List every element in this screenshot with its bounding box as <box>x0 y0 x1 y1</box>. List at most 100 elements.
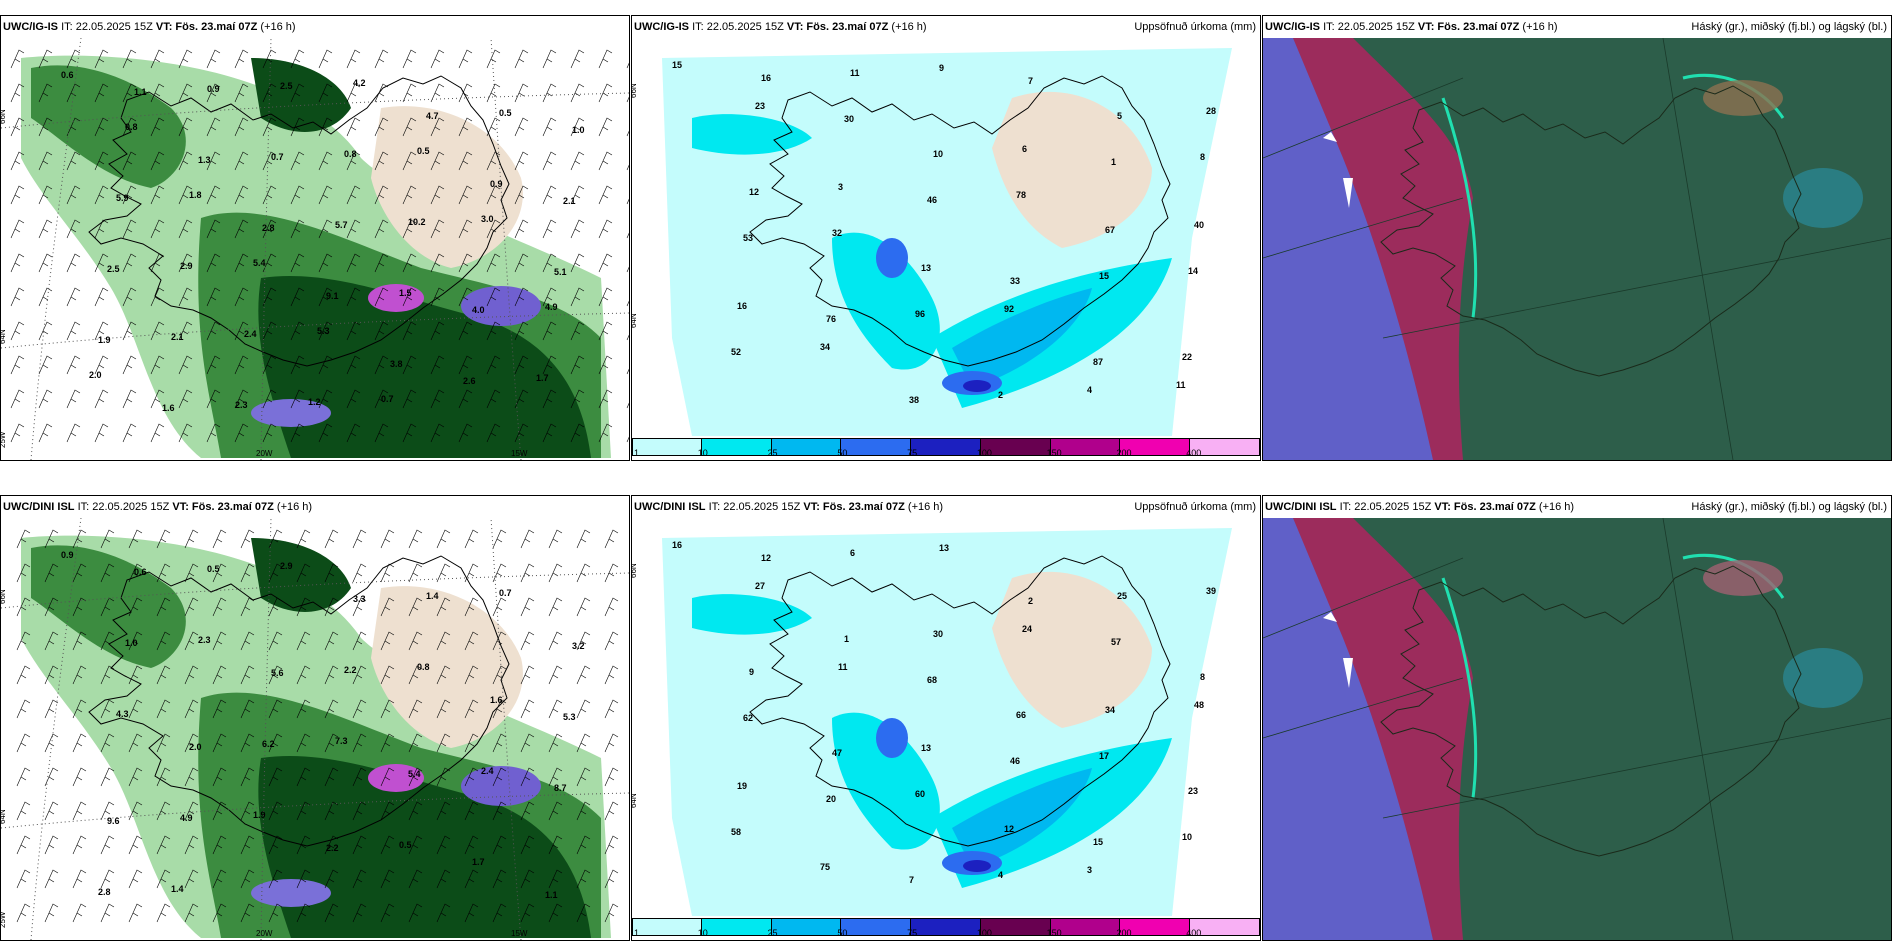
wind-barb <box>604 767 619 787</box>
wind-barb <box>380 733 395 753</box>
precip-value-label: 5.4 <box>408 769 421 779</box>
wind-barb <box>94 287 109 307</box>
wind-barb <box>240 699 255 719</box>
axis-label: 64N <box>1 809 7 824</box>
wind-barb <box>156 563 171 583</box>
precip-value-label: 1.0 <box>125 638 138 648</box>
wind-barb <box>598 185 613 205</box>
wind-barb <box>408 903 423 923</box>
precip-value-label: 0.6 <box>134 567 147 577</box>
wind-barb <box>212 903 227 923</box>
precip-value-label: 5.7 <box>335 220 348 230</box>
wind-barb <box>604 869 619 889</box>
wind-barb <box>374 185 389 205</box>
wind-barb <box>10 83 25 103</box>
wind-barb <box>324 665 339 685</box>
wind-barb <box>548 767 563 787</box>
wind-barb <box>206 83 221 103</box>
wind-barb <box>234 423 249 443</box>
wind-barb <box>542 185 557 205</box>
map-area: 66N 64N 25W 20W 15W 0.9 0.6 0.5 2.9 3.3 1.4 0.7 3.2 1… <box>1 518 629 940</box>
wind-barb <box>212 665 227 685</box>
precip-value-label: 2.0 <box>89 370 102 380</box>
wind-barb <box>430 219 445 239</box>
wind-barb <box>346 151 361 171</box>
precip-value-label: 27 <box>755 581 765 591</box>
precip-value-label: 12 <box>761 553 771 563</box>
wind-barb <box>374 253 389 273</box>
wind-barb <box>240 733 255 753</box>
wind-barb <box>408 529 423 549</box>
wind-barb <box>296 733 311 753</box>
wind-barb <box>570 389 585 409</box>
init-time: IT: 22.05.2025 15Z <box>77 501 170 513</box>
wind-barb <box>240 563 255 583</box>
wind-barb <box>570 151 585 171</box>
wind-barb <box>520 597 535 617</box>
wind-barb <box>458 185 473 205</box>
valid-time: VT: Fös. 23.maí 07Z <box>803 501 905 513</box>
wind-barb <box>296 903 311 923</box>
wind-barb <box>178 117 193 137</box>
lead-time: (+16 h) <box>907 501 944 513</box>
wind-barb <box>262 185 277 205</box>
colorbar-tick-label: 25 <box>767 928 778 938</box>
wind-barb <box>408 631 423 651</box>
wind-barb <box>94 389 109 409</box>
precip-heavy <box>251 58 351 132</box>
panel-4-wind-precip: UWC/DINI ISL IT: 22.05.2025 15Z VT: Fös.… <box>0 495 630 941</box>
wind-barb <box>16 869 31 889</box>
precip-value-label: 5.3 <box>317 326 330 336</box>
wind-barb <box>402 83 417 103</box>
wind-barb <box>72 529 87 549</box>
wind-barb <box>94 355 109 375</box>
wind-barb <box>604 665 619 685</box>
wind-barb <box>542 117 557 137</box>
cloud-patch <box>1783 168 1863 228</box>
wind-barb <box>184 631 199 651</box>
coastline <box>749 75 1171 367</box>
wind-barb <box>514 117 529 137</box>
wind-barb <box>212 699 227 719</box>
precip-value-label: 2.9 <box>280 561 293 571</box>
wind-barb <box>290 321 305 341</box>
colorbar-tick-label: 100 <box>976 928 992 938</box>
wind-barb <box>262 389 277 409</box>
wind-barb <box>206 287 221 307</box>
wind-barb <box>380 563 395 583</box>
wind-barb <box>430 355 445 375</box>
dry-land <box>992 91 1152 248</box>
precip-value-label: 5 <box>1117 111 1122 121</box>
lead-time: (+16 h) <box>1538 501 1575 513</box>
wind-barb <box>464 665 479 685</box>
wind-barb <box>346 253 361 273</box>
wind-barb <box>268 665 283 685</box>
colorbar-tick-label: 75 <box>907 928 918 938</box>
wind-barb <box>352 597 367 617</box>
wind-barb <box>262 287 277 307</box>
precip-value-label: 39 <box>1206 586 1216 596</box>
panel-1-wind-precip: UWC/IG-IS IT: 22.05.2025 15Z VT: Fös. 23… <box>0 15 630 461</box>
panel-title: Uppsöfnuð úrkoma (mm) <box>1134 21 1256 33</box>
wind-barb <box>206 49 221 69</box>
wind-barb <box>184 835 199 855</box>
wind-barb <box>324 733 339 753</box>
cloud-edge <box>1441 577 1478 799</box>
wind-barb <box>94 185 109 205</box>
wind-barb <box>94 49 109 69</box>
wind-barb <box>486 117 501 137</box>
precip-50mm <box>876 718 908 758</box>
precip-value-label: 1.6 <box>162 403 175 413</box>
wind-barb <box>240 665 255 685</box>
wind-barb <box>94 219 109 239</box>
precip-value-label: 7 <box>1028 76 1033 86</box>
wind-barb <box>212 835 227 855</box>
wind-barb <box>150 321 165 341</box>
wind-barb <box>352 563 367 583</box>
colorbar-swatch <box>1120 918 1191 936</box>
precip-field <box>21 55 611 458</box>
init-time: IT: 22.05.2025 15Z <box>1339 501 1432 513</box>
wind-barb <box>458 219 473 239</box>
wind-barb <box>10 321 25 341</box>
coastline <box>1380 85 1802 377</box>
